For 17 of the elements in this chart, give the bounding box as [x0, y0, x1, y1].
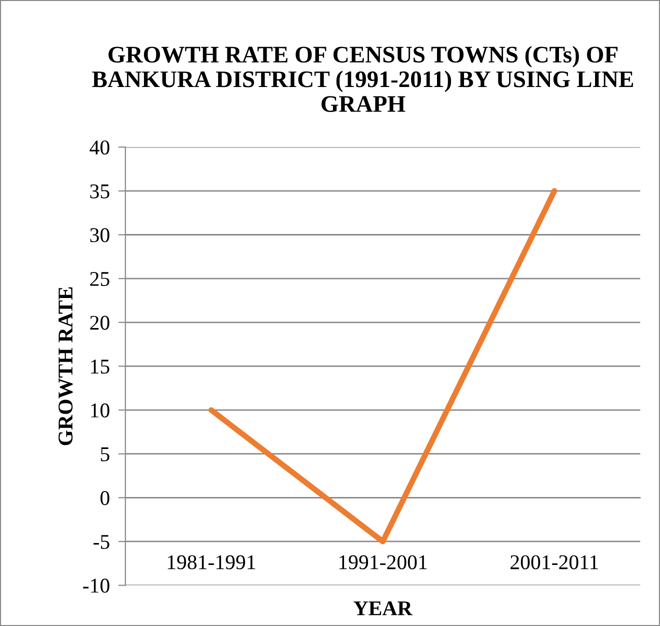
x-tick-label: 1991-2001 [340, 555, 427, 570]
y-tick-label: 25 [90, 272, 110, 286]
y-tick-label: 30 [90, 228, 110, 242]
y-tick-label: -5 [94, 535, 110, 549]
x-tick-label: 2001-2011 [510, 555, 598, 570]
y-tick-label: 10 [91, 403, 110, 418]
y-tick-label: 0 [100, 491, 110, 506]
x-axis-title: YEAR [354, 601, 412, 616]
y-tick-label: 40 [90, 140, 110, 155]
y-tick-label: 5 [100, 447, 110, 462]
y-tick-label: 20 [90, 316, 110, 330]
y-axis-title: GROWTH RATE [58, 287, 73, 446]
chart-title: GROWTH RATE OF CENSUS TOWNS (CTs) OF BANKURA DISTRICT (1991-2011) BY USING LINE GRAPH [92, 46, 634, 112]
y-tick-label: -10 [83, 578, 110, 593]
x-tick-label: 1981-1991 [168, 555, 256, 570]
y-tick-label: 35 [90, 184, 110, 198]
y-tick-label: 15 [91, 360, 110, 374]
